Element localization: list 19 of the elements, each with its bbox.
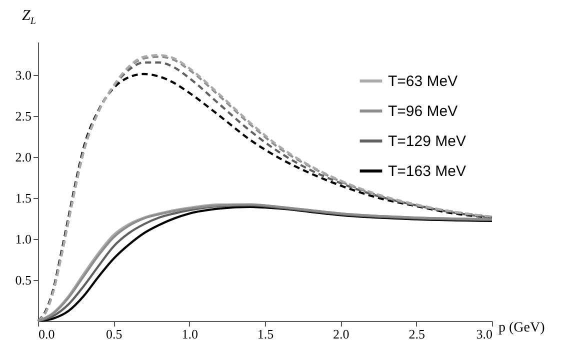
y-tick-label: 1.5 (15, 190, 32, 206)
y-tick-label: 1.0 (15, 231, 32, 246)
x-tick-label: 3.0 (476, 326, 492, 342)
legend-label: T=63 MeV (388, 73, 458, 90)
legend-label: T=129 MeV (388, 133, 466, 150)
x-tick-label: 2.0 (333, 326, 350, 342)
legend-label: T=96 MeV (388, 103, 458, 120)
y-tick-label: 0.5 (15, 272, 32, 288)
x-axis-title: p (GeV) (498, 320, 546, 336)
y-axis-title: Z$_{L}$ (22, 8, 36, 27)
y-tick-label: 2.5 (15, 108, 32, 124)
legend-label: T=163 MeV (388, 163, 466, 180)
x-tick-label: 0.0 (38, 326, 55, 342)
x-tick-label: 2.5 (408, 326, 425, 342)
y-tick-label: 2.0 (15, 149, 32, 164)
y-tick-label: 3.0 (15, 67, 32, 82)
x-tick-label: 1.5 (257, 326, 274, 342)
x-tick-label: 1.0 (182, 326, 198, 342)
x-tick-label: 0.5 (106, 326, 122, 342)
